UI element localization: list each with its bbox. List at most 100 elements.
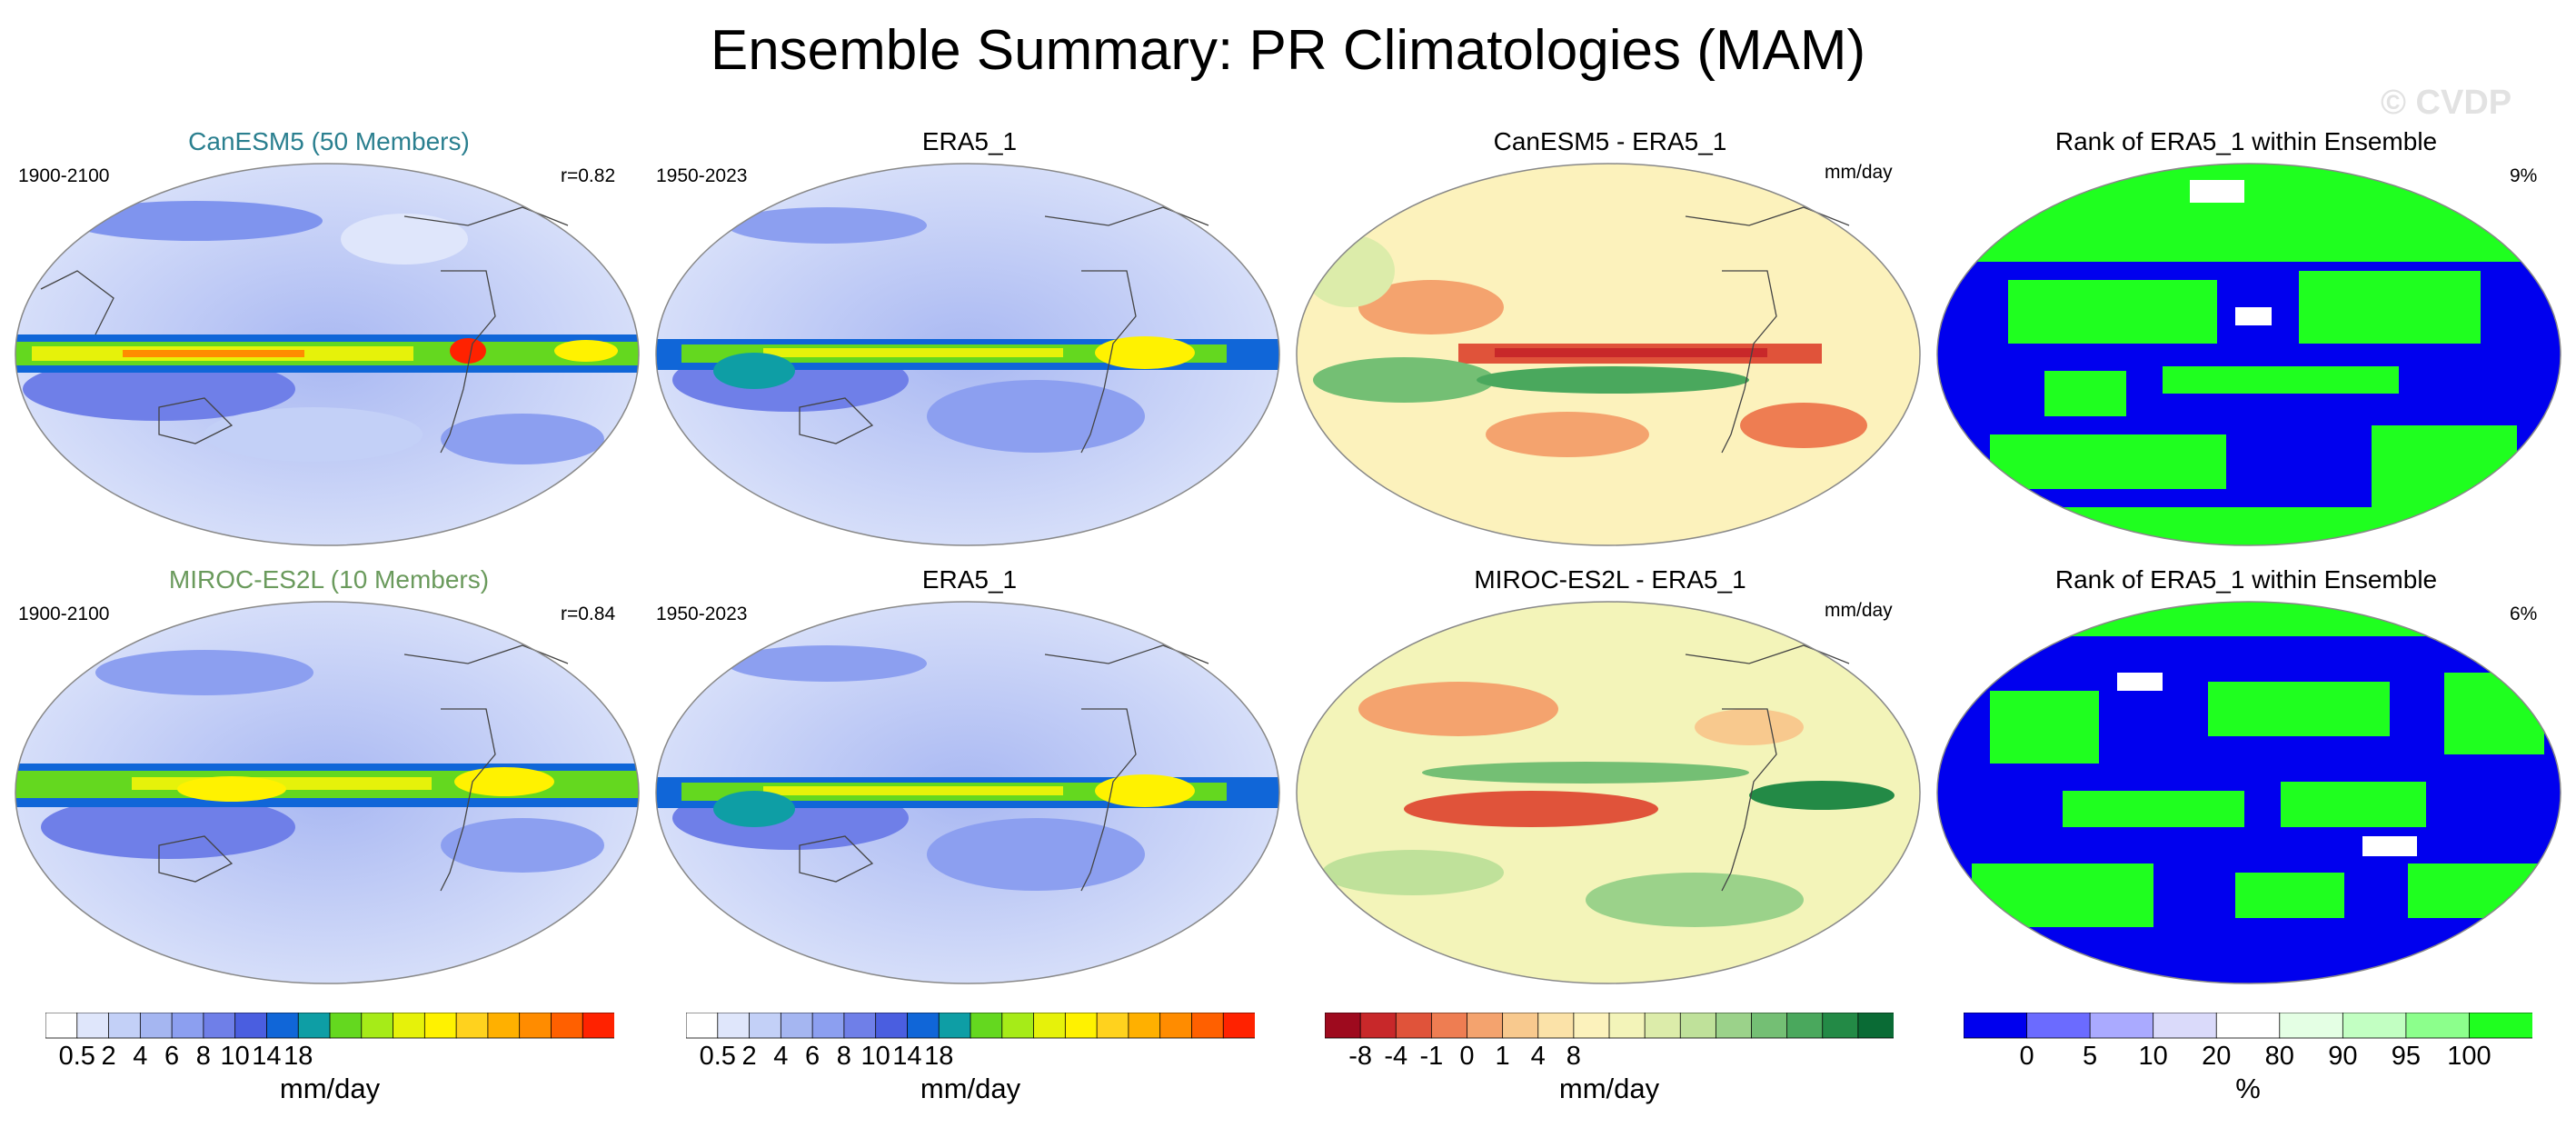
row1-diff-map xyxy=(1296,163,1921,546)
precip-colorbar-1-swatch xyxy=(519,1013,552,1039)
rank-colorbar-units-label: % xyxy=(2235,1073,2261,1104)
precip-colorbar-1-units-label: mm/day xyxy=(279,1073,381,1104)
precip-colorbar-1-tick-label: 14 xyxy=(252,1042,282,1071)
rank-colorbar-tick-label: 80 xyxy=(2264,1042,2294,1071)
row1-model-precip-map xyxy=(15,163,640,546)
diff-colorbar-swatch xyxy=(1822,1013,1859,1039)
precip-colorbar-2-swatch xyxy=(780,1013,814,1039)
row2-rank-map xyxy=(1936,601,2561,984)
precip-colorbar-1-swatch xyxy=(203,1013,236,1039)
diff-colorbar-tick-label: -1 xyxy=(1419,1042,1444,1071)
precip-colorbar-1-tick-label: 0.5 xyxy=(58,1042,95,1071)
row2-model-years: 1900-2100 xyxy=(18,604,110,624)
rank-colorbar-swatch xyxy=(2215,1013,2281,1039)
precip-colorbar-2-swatch xyxy=(1222,1013,1255,1039)
precip-colorbar-1-swatch xyxy=(45,1013,78,1039)
rank-colorbar-tick-label: 100 xyxy=(2447,1042,2491,1071)
row2-rank-pct: 6% xyxy=(2510,604,2538,624)
diff-colorbar-swatch xyxy=(1751,1013,1788,1039)
rank-colorbar-swatch xyxy=(2279,1013,2344,1039)
row1-model-years: 1900-2100 xyxy=(18,165,110,186)
rank-colorbar-swatch xyxy=(2469,1013,2532,1039)
row1-obs-years: 1950-2023 xyxy=(656,165,748,186)
precip-colorbar-2-swatch xyxy=(686,1013,719,1039)
precip-colorbar-2-swatch xyxy=(749,1013,782,1039)
diff-colorbar-swatch xyxy=(1573,1013,1610,1039)
precip-colorbar-2-tick-label: 14 xyxy=(892,1042,922,1071)
rank-colorbar-tick-label: 90 xyxy=(2328,1042,2358,1071)
row2-diff-units: mm/day xyxy=(1825,600,1893,621)
precip-colorbar-2-tick-label: 2 xyxy=(741,1042,757,1071)
precip-colorbar-1-swatch xyxy=(297,1013,331,1039)
precip-colorbar-1-swatch xyxy=(171,1013,204,1039)
diff-colorbar-swatch xyxy=(1857,1013,1894,1039)
rank-colorbar-swatch xyxy=(1964,1013,2028,1039)
precip-colorbar-2-swatch xyxy=(1128,1013,1161,1039)
precip-colorbar-1-swatch xyxy=(487,1013,521,1039)
diff-colorbar-swatch xyxy=(1430,1013,1468,1039)
precip-colorbar-1-swatch xyxy=(582,1013,614,1039)
precip-colorbar-1-swatch xyxy=(266,1013,300,1039)
precip-colorbar-1-swatch xyxy=(139,1013,174,1039)
diff-colorbar-swatch xyxy=(1395,1013,1433,1039)
precip-colorbar-2-swatch xyxy=(1033,1013,1067,1039)
diff-colorbar-swatch xyxy=(1715,1013,1753,1039)
precip-colorbar-1-tick-label: 2 xyxy=(101,1042,116,1071)
diff-colorbar-tick-label: -8 xyxy=(1348,1042,1373,1071)
precip-colorbar-2-units-label: mm/day xyxy=(920,1073,1021,1104)
rank-colorbar-tick-label: 0 xyxy=(2019,1042,2034,1071)
precip-colorbar-2-tick-label: 6 xyxy=(805,1042,821,1071)
diff-colorbar-swatch xyxy=(1786,1013,1824,1039)
diff-colorbar-swatch xyxy=(1679,1013,1717,1039)
cvdp-watermark: © CVDP xyxy=(2381,84,2512,122)
row1-diff-title: CanESM5 - ERA5_1 xyxy=(1493,127,1727,155)
precip-colorbar-1-swatch xyxy=(551,1013,584,1039)
diff-colorbar-tick-label: 4 xyxy=(1530,1042,1546,1071)
diff-colorbar-tick-label: 8 xyxy=(1566,1042,1581,1071)
precip-colorbar-1-swatch xyxy=(361,1013,394,1039)
precip-colorbar-2-swatch xyxy=(970,1013,1003,1039)
rank-colorbar-swatch xyxy=(2342,1013,2407,1039)
row2-model-precip-map xyxy=(15,601,640,984)
row1-obs-precip-map xyxy=(655,163,1280,546)
precip-colorbar-2-swatch xyxy=(875,1013,909,1039)
rank-colorbar-tick-label: 5 xyxy=(2083,1042,2098,1071)
precip-colorbar-1-tick-label: 4 xyxy=(133,1042,148,1071)
precip-colorbar-1-tick-label: 10 xyxy=(220,1042,250,1071)
precip-colorbar-2-swatch xyxy=(811,1013,845,1039)
row2-obs-precip-map xyxy=(655,601,1280,984)
precip-colorbar-2-swatch xyxy=(1064,1013,1099,1039)
row2-model-title: MIROC-ES2L (10 Members) xyxy=(168,565,490,594)
diff-colorbar xyxy=(1325,1013,1894,1039)
diff-colorbar-units-label: mm/day xyxy=(1558,1073,1660,1104)
row2-diff-map xyxy=(1296,601,1921,984)
precip-colorbar-1 xyxy=(45,1013,614,1039)
diff-colorbar-swatch xyxy=(1537,1013,1575,1039)
rank-colorbar-tick-label: 10 xyxy=(2138,1042,2168,1071)
precip-colorbar-2-swatch xyxy=(1159,1013,1193,1039)
row2-diff-title: MIROC-ES2L - ERA5_1 xyxy=(1474,565,1746,594)
diff-colorbar-swatch xyxy=(1467,1013,1504,1039)
row1-rank-title: Rank of ERA5_1 within Ensemble xyxy=(2054,127,2438,155)
precip-colorbar-2-tick-label: 0.5 xyxy=(699,1042,736,1071)
row2-obs-years: 1950-2023 xyxy=(656,604,748,624)
precip-colorbar-2-swatch xyxy=(907,1013,940,1039)
precip-colorbar-1-swatch xyxy=(329,1013,363,1039)
rank-colorbar-swatch xyxy=(2405,1013,2471,1039)
precip-colorbar-1-tick-label: 8 xyxy=(195,1042,211,1071)
rank-colorbar-tick-label: 20 xyxy=(2202,1042,2232,1071)
precip-colorbar-1-swatch xyxy=(423,1013,458,1039)
precip-colorbar-2-swatch xyxy=(1096,1013,1129,1039)
row1-model-title: CanESM5 (50 Members) xyxy=(188,127,470,155)
precip-colorbar-2-swatch xyxy=(1191,1013,1225,1039)
precip-colorbar-2-tick-label: 8 xyxy=(836,1042,851,1071)
row2-model-corr: r=0.84 xyxy=(561,604,616,624)
row2-rank-title: Rank of ERA5_1 within Ensemble xyxy=(2054,565,2438,594)
rank-colorbar-tick-label: 95 xyxy=(2391,1042,2422,1071)
precip-colorbar-2 xyxy=(686,1013,1255,1039)
diff-colorbar-swatch xyxy=(1608,1013,1646,1039)
rank-colorbar-swatch xyxy=(2089,1013,2154,1039)
diff-colorbar-swatch xyxy=(1325,1013,1362,1039)
precip-colorbar-2-tick-label: 10 xyxy=(860,1042,890,1071)
diff-colorbar-swatch xyxy=(1502,1013,1539,1039)
